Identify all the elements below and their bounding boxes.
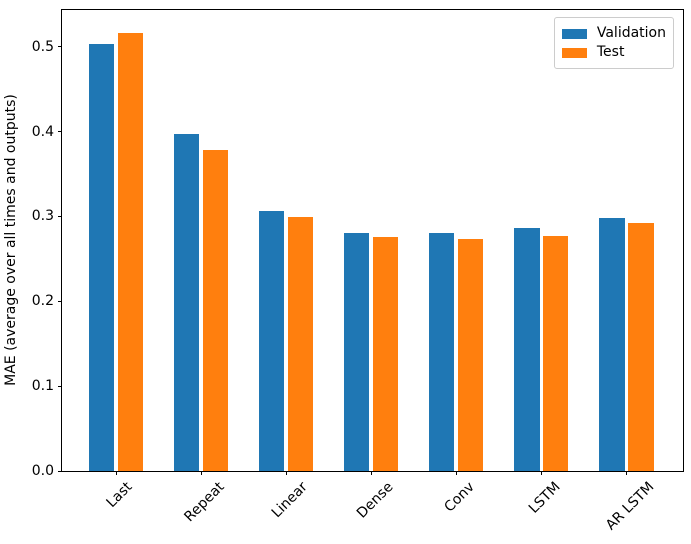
legend-item-test: Test: [561, 43, 666, 62]
validation-swatch: [561, 28, 587, 39]
bar-validation-lstm: [514, 228, 540, 471]
bar-validation-conv: [428, 233, 455, 471]
y-tick-mark: [58, 300, 62, 302]
x-tick-mark: [540, 471, 542, 475]
x-tick-mark: [370, 471, 372, 475]
legend-label-validation: Validation: [596, 25, 666, 41]
x-tick-label: Conv: [441, 479, 478, 516]
x-tick-mark: [115, 471, 117, 475]
y-tick-mark: [58, 215, 62, 217]
bar-validation-last: [88, 44, 115, 471]
legend: Validation Test: [553, 17, 674, 69]
bar-test-conv: [457, 238, 484, 471]
y-tick-label: 0.2: [31, 293, 54, 310]
x-tick-label: LSTM: [526, 479, 564, 517]
y-tick-label: 0.4: [31, 123, 54, 140]
bar-test-last: [117, 33, 144, 471]
x-tick-mark: [455, 471, 457, 475]
bar-test-lstm: [542, 235, 569, 471]
y-tick-mark: [58, 46, 62, 48]
y-tick-label: 0.0: [31, 463, 54, 479]
legend-label-test: Test: [596, 44, 625, 60]
x-tick-mark: [625, 471, 627, 475]
x-tick-label: Linear: [268, 479, 311, 522]
x-tick-label: Last: [103, 479, 136, 511]
x-tick-mark: [285, 471, 287, 475]
legend-item-validation: Validation: [561, 24, 666, 43]
bar-test-dense: [372, 236, 399, 471]
y-tick-label: 0.3: [31, 208, 54, 225]
x-tick-label: AR LSTM: [602, 479, 658, 534]
bar-validation-linear: [258, 211, 285, 471]
bar-validation-dense: [343, 232, 370, 471]
y-tick-mark: [58, 385, 62, 387]
bar-test-repeat: [202, 150, 229, 471]
bar-test-ar-lstm: [628, 223, 654, 471]
x-tick-label: Repeat: [181, 479, 228, 526]
y-tick-label: 0.1: [31, 378, 54, 395]
bar-test-linear: [287, 217, 314, 471]
x-tick-label: Dense: [353, 479, 397, 522]
bar-validation-repeat: [173, 134, 200, 471]
y-tick-label: 0.5: [31, 38, 54, 55]
x-tick-mark: [200, 471, 202, 475]
y-tick-mark: [58, 470, 62, 472]
plot-area: [61, 9, 684, 472]
y-tick-mark: [58, 131, 62, 133]
bar-validation-ar-lstm: [599, 218, 625, 471]
test-swatch: [561, 47, 587, 58]
